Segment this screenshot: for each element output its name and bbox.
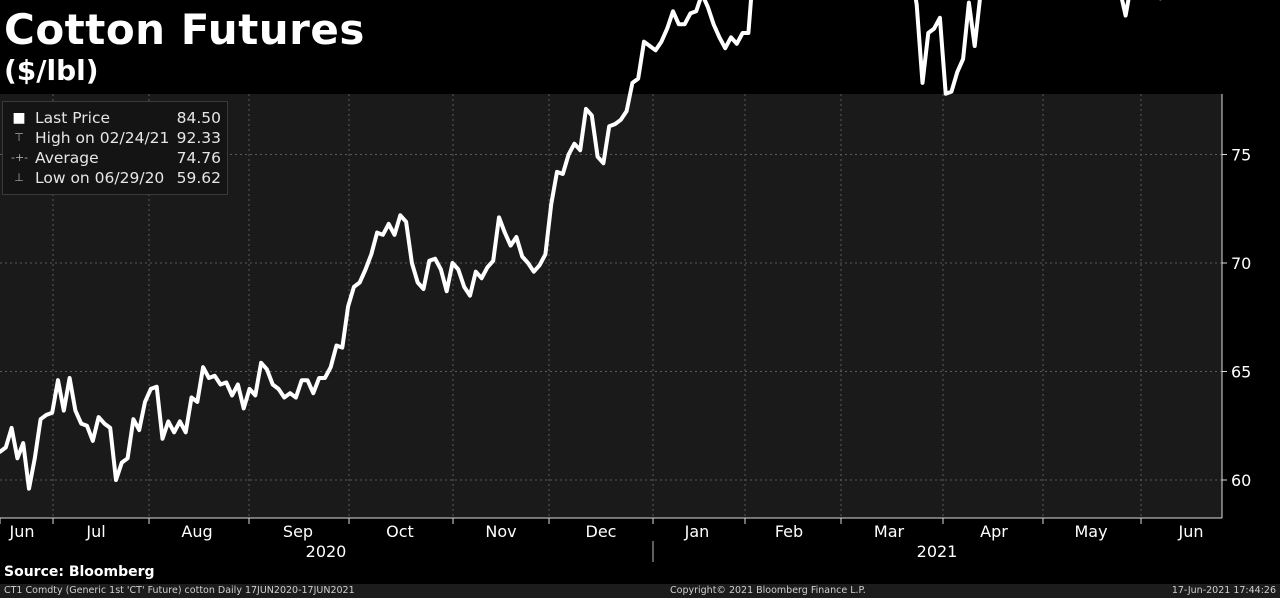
x-tick-label: Dec xyxy=(586,522,617,541)
legend-value: 84.50 xyxy=(176,109,221,127)
x-year-label: 2021 xyxy=(917,542,958,561)
legend-row-average: -+- Average 74.76 xyxy=(3,148,227,168)
source-label: Source: Bloomberg xyxy=(4,564,155,580)
high-marker-icon: ⊤ xyxy=(14,131,24,144)
y-tick-label: 75 xyxy=(1231,146,1251,165)
average-marker-icon: -+- xyxy=(11,151,29,164)
legend-row-high: ⊤ High on 02/24/21 92.33 xyxy=(3,128,227,148)
x-tick-label: Jun xyxy=(1178,522,1204,541)
chart-subtitle: ($/lbl) xyxy=(4,54,99,87)
x-tick-label: Jan xyxy=(684,522,710,541)
legend-label: Low on 06/29/20 xyxy=(35,169,165,187)
x-year-label: 2020 xyxy=(306,542,347,561)
price-series xyxy=(0,0,1162,491)
footer-bar: CT1 Comdty (Generic 1st 'CT' Future) cot… xyxy=(0,584,1280,598)
legend-value: 92.33 xyxy=(176,129,221,147)
legend-row-last-price: ■ Last Price 84.50 xyxy=(3,108,227,128)
x-tick-label: Feb xyxy=(775,522,803,541)
square-icon: ■ xyxy=(12,110,26,126)
x-tick-label: Oct xyxy=(386,522,414,541)
x-tick-label: Sep xyxy=(283,522,313,541)
x-tick-label: Aug xyxy=(181,522,212,541)
y-axis: 60 65 70 75 xyxy=(1221,94,1251,518)
x-tick-label: Jul xyxy=(85,522,105,541)
chart-title: Cotton Futures xyxy=(4,5,365,54)
legend-value: 59.62 xyxy=(176,169,221,187)
y-tick-label: 65 xyxy=(1231,363,1251,382)
legend-label: Last Price xyxy=(35,109,111,127)
y-tick-label: 70 xyxy=(1231,254,1251,273)
legend-box: ■ Last Price 84.50 ⊤ High on 02/24/21 92… xyxy=(2,101,228,195)
legend-value: 74.76 xyxy=(176,149,221,167)
source-band xyxy=(0,562,1280,584)
x-axis: Jun Jul Aug Sep Oct Nov Dec Jan Feb Mar Apr May Jun 2… xyxy=(0,517,1222,562)
x-tick-label: Jun xyxy=(9,522,35,541)
price-line xyxy=(0,0,1162,491)
legend-label: Average xyxy=(35,149,99,167)
x-tick-label: Mar xyxy=(874,522,905,541)
footer-copyright: Copyright© 2021 Bloomberg Finance L.P. xyxy=(670,585,866,596)
y-tick-label: 60 xyxy=(1231,471,1251,490)
x-tick-label: Nov xyxy=(485,522,516,541)
x-tick-label: May xyxy=(1074,522,1107,541)
legend-row-low: ⊥ Low on 06/29/20 59.62 xyxy=(3,168,227,188)
low-marker-icon: ⊥ xyxy=(14,171,24,184)
footer-timestamp: 17-Jun-2021 17:44:26 xyxy=(1171,585,1276,596)
footer-ticker: CT1 Comdty (Generic 1st 'CT' Future) cot… xyxy=(4,585,355,596)
x-tick-label: Apr xyxy=(980,522,1008,541)
legend-label: High on 02/24/21 xyxy=(35,129,170,147)
